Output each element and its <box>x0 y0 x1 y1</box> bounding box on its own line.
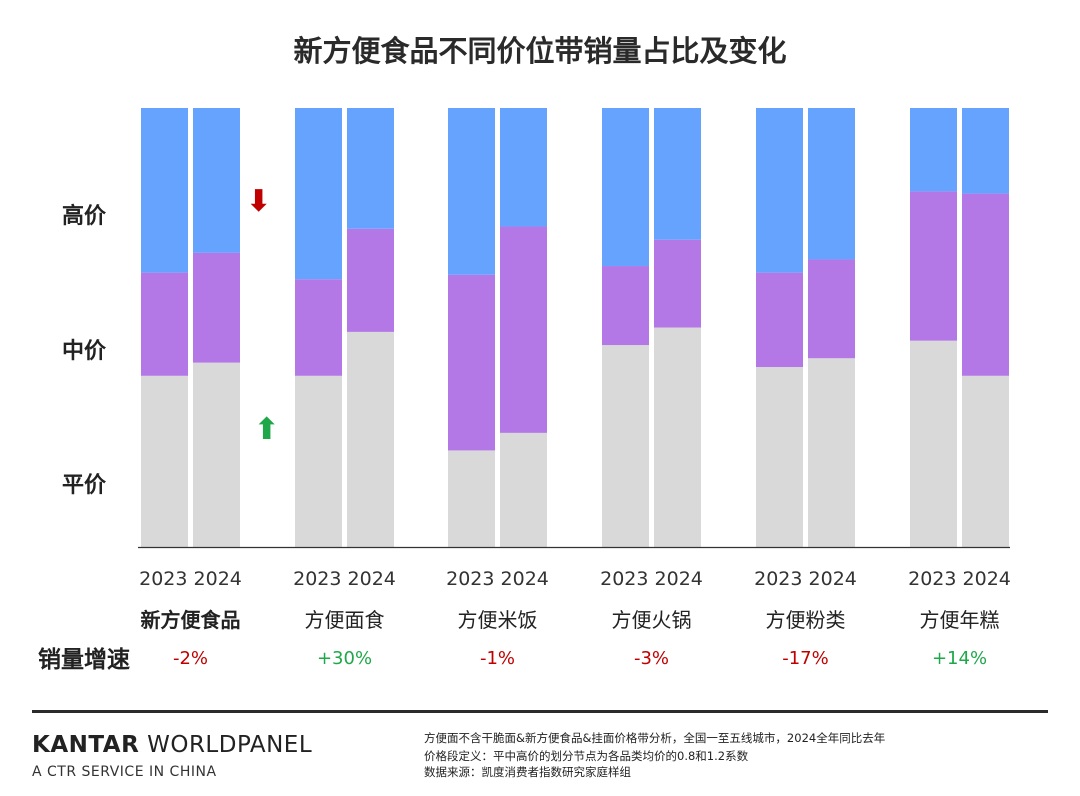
bar-segment-high-2023-0 <box>141 108 188 273</box>
bar-segment-low-2024-4 <box>808 358 855 547</box>
bar-segment-low-2024-1 <box>347 331 394 547</box>
kantar-logo: KANTAR WORLDPANEL <box>32 732 313 758</box>
bar-segment-high-2024-0 <box>193 108 240 253</box>
bar-segment-low-2023-5 <box>910 340 957 547</box>
growth-value-1: +30% <box>316 648 373 669</box>
bar-segment-low-2023-2 <box>448 450 495 547</box>
bar-segment-low-2024-3 <box>654 327 701 547</box>
bar-segment-mid-2024-3 <box>654 239 701 328</box>
year-labels-4: 2023 2024 <box>754 568 857 590</box>
bar-segment-mid-2024-5 <box>962 193 1009 376</box>
bar-segment-mid-2024-1 <box>347 228 394 332</box>
year-labels-1: 2023 2024 <box>293 568 396 590</box>
bar-segment-high-2024-2 <box>500 108 547 227</box>
category-label-3: 方便火锅 <box>611 608 692 632</box>
bar-segment-mid-2024-2 <box>500 226 547 433</box>
bar-segment-high-2024-4 <box>808 108 855 260</box>
category-label-4: 方便粉类 <box>765 608 846 632</box>
bar-segment-high-2023-4 <box>756 108 803 273</box>
bar-segment-mid-2023-5 <box>910 191 957 341</box>
growth-value-5: +14% <box>931 648 988 669</box>
brand-subtitle: A CTR SERVICE IN CHINA <box>32 764 217 780</box>
growth-value-4: -17% <box>782 648 829 669</box>
bar-segment-low-2023-1 <box>295 375 342 547</box>
bar-segment-mid-2023-4 <box>756 272 803 368</box>
category-label-2: 方便米饭 <box>457 608 538 632</box>
bar-segment-low-2023-0 <box>141 375 188 547</box>
growth-value-2: -1% <box>479 648 516 669</box>
bar-segment-low-2024-0 <box>193 362 240 547</box>
bar-segment-mid-2023-2 <box>448 274 495 451</box>
footnote-definition: 价格段定义：平中高价的划分节点为各品类均价的0.8和1.2系数 <box>424 749 749 763</box>
bar-segment-mid-2023-1 <box>295 279 342 376</box>
bar-segment-mid-2024-4 <box>808 259 855 359</box>
down-arrow-icon: ⬇ <box>246 184 272 219</box>
category-label-0: 新方便食品 <box>140 608 241 632</box>
bar-segment-low-2023-3 <box>602 345 649 547</box>
bar-segment-low-2024-2 <box>500 432 547 547</box>
bar-segment-high-2024-1 <box>347 108 394 229</box>
year-labels-3: 2023 2024 <box>600 568 703 590</box>
bar-segment-high-2023-2 <box>448 108 495 275</box>
year-labels-2: 2023 2024 <box>446 568 549 590</box>
category-label-1: 方便面食 <box>304 608 385 632</box>
bar-segment-high-2023-5 <box>910 108 957 192</box>
footnote-scope: 方便面不含干脆面&新方便食品&挂面价格带分析，全国一至五线城市，2024全年同比… <box>424 731 886 745</box>
growth-row-label: 销量增速 <box>38 647 130 673</box>
growth-value-3: -3% <box>633 648 670 669</box>
y-label-high: 高价 <box>62 204 107 229</box>
bar-segment-high-2024-3 <box>654 108 701 240</box>
footnote-source: 数据来源：凯度消费者指数研究家庭样组 <box>424 765 631 779</box>
year-labels-0: 2023 2024 <box>139 568 242 590</box>
bar-segment-low-2023-4 <box>756 367 803 547</box>
growth-value-0: -2% <box>172 648 209 669</box>
bar-segment-high-2023-1 <box>295 108 342 280</box>
bar-segment-low-2024-5 <box>962 375 1009 547</box>
up-arrow-icon: ⬆ <box>254 412 280 447</box>
footer-divider <box>32 710 1048 713</box>
bar-segment-high-2023-3 <box>602 108 649 267</box>
year-labels-5: 2023 2024 <box>908 568 1011 590</box>
bar-segment-mid-2023-3 <box>602 266 649 346</box>
y-label-low: 平价 <box>62 473 107 498</box>
category-label-5: 方便年糕 <box>919 608 1000 632</box>
chart-title: 新方便食品不同价位带销量占比及变化 <box>293 34 787 68</box>
bar-segment-mid-2023-0 <box>141 272 188 376</box>
bar-segment-high-2024-5 <box>962 108 1009 194</box>
y-label-mid: 中价 <box>62 339 107 364</box>
bar-segment-mid-2024-0 <box>193 252 240 363</box>
